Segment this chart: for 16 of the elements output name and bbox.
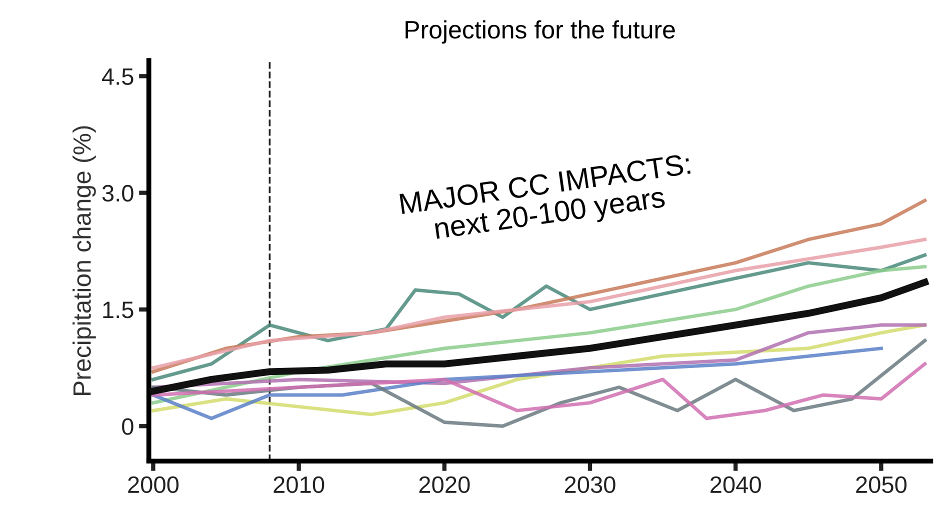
x-tick-label: 2010	[274, 476, 324, 494]
x-tick-label: 2000	[128, 476, 179, 494]
line-series	[151, 362, 927, 420]
x-tick-label: 2040	[710, 476, 761, 494]
annotation: MAJOR CC IMPACTS: next 20-100 years	[400, 153, 691, 245]
line-series	[151, 346, 883, 420]
chart-title: Projections for the future	[406, 20, 675, 44]
y-tick-label: 0	[122, 418, 134, 435]
y-axis-title: Precipitation change (%)	[72, 126, 96, 395]
y-tick-label: 4.5	[102, 68, 134, 85]
x-tick-label: 2020	[419, 476, 470, 494]
y-tick-label: 3.0	[102, 184, 134, 202]
line-series	[151, 238, 927, 370]
x-tick-label: 2050	[856, 476, 907, 494]
y-tick-label: 1.5	[103, 302, 134, 318]
x-tick-label: 2030	[564, 476, 616, 494]
